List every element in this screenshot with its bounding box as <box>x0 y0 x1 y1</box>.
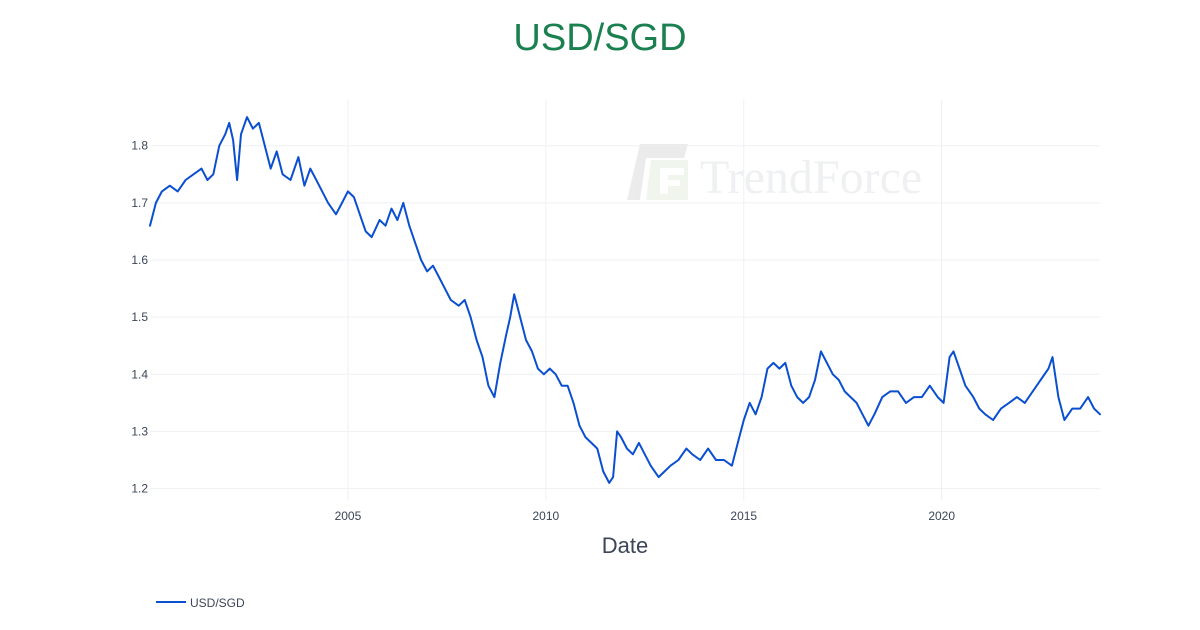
x-tick-label: 2005 <box>335 509 362 523</box>
y-tick-label: 1.2 <box>131 482 148 496</box>
y-tick-label: 1.7 <box>131 196 148 210</box>
chart-title: USD/SGD <box>513 17 686 59</box>
grid <box>150 100 1100 500</box>
y-tick-label: 1.8 <box>131 139 148 153</box>
x-tick-label: 2020 <box>928 509 955 523</box>
series-line-usd-sgd <box>149 116 1101 484</box>
y-tick-label: 1.5 <box>131 310 148 324</box>
x-tick-label: 2010 <box>532 509 559 523</box>
legend[interactable]: USD/SGD <box>156 596 245 610</box>
x-tick-label: 2015 <box>730 509 757 523</box>
y-tick-label: 1.4 <box>131 367 148 381</box>
x-axis-title: Date <box>602 533 648 558</box>
axes: 2005 2010 2015 2020 1.2 1.3 1.4 1.5 1.6 1.7 1.8 <box>131 139 955 523</box>
y-tick-label: 1.3 <box>131 424 148 438</box>
watermark-logo: TrendForce <box>627 144 922 204</box>
watermark-text: TrendForce <box>700 151 922 204</box>
y-tick-label: 1.6 <box>131 253 148 267</box>
legend-label: USD/SGD <box>190 596 245 610</box>
